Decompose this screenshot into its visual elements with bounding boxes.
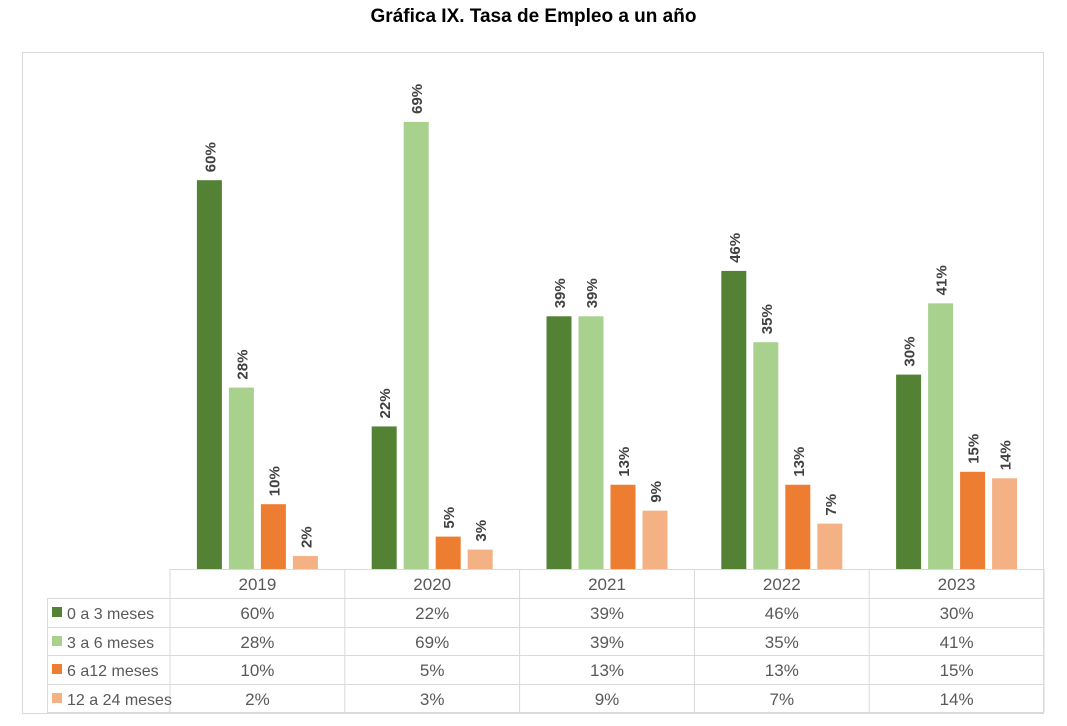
data-label: 39% (584, 278, 601, 308)
table-cell: 14% (940, 690, 974, 709)
data-label: 13% (616, 447, 633, 477)
chart-frame (22, 52, 1044, 714)
legend-label: 6 a12 meses (67, 663, 159, 680)
legend-label: 0 a 3 meses (67, 606, 154, 623)
bar-2020-2 (403, 121, 429, 569)
tick-label: 2019 (238, 575, 276, 594)
table-cell: 35% (765, 633, 799, 652)
bar-2023-3 (960, 471, 986, 569)
legend-swatch (52, 636, 62, 646)
table-cell: 13% (590, 661, 624, 680)
data-label: 22% (377, 388, 394, 418)
table-cell: 7% (770, 690, 795, 709)
bar-2019-3 (260, 504, 286, 569)
legend-swatch (52, 693, 62, 703)
data-label: 28% (234, 350, 251, 380)
bar-2021-2 (578, 316, 604, 569)
data-label: 60% (202, 142, 219, 172)
bar-2023-2 (928, 303, 954, 569)
table-cell: 28% (240, 633, 274, 652)
tick-label: 2023 (938, 575, 976, 594)
tick-label: 2020 (413, 575, 451, 594)
data-label: 41% (934, 265, 951, 295)
data-label: 35% (759, 304, 776, 334)
bar-2021-3 (610, 484, 636, 569)
data-label: 9% (648, 481, 665, 503)
data-label: 7% (823, 494, 840, 516)
data-label: 15% (966, 434, 983, 464)
legend-swatch (52, 607, 62, 617)
legend-label: 3 a 6 meses (67, 635, 154, 652)
bar-2022-1 (721, 270, 747, 569)
bar-2020-1 (371, 426, 397, 569)
data-label: 46% (727, 233, 744, 263)
table-cell: 60% (240, 604, 274, 623)
data-label: 2% (298, 526, 315, 548)
data-label: 30% (902, 337, 919, 367)
data-label: 13% (791, 447, 808, 477)
bar-2021-4 (642, 510, 668, 569)
bar-2023-4 (992, 478, 1018, 569)
table-cell: 13% (765, 661, 799, 680)
table-cell: 39% (590, 633, 624, 652)
tick-label: 2021 (588, 575, 626, 594)
table-cell: 2% (245, 690, 270, 709)
data-label: 10% (266, 466, 283, 496)
bar-2022-3 (785, 484, 811, 569)
table-cell: 5% (420, 661, 445, 680)
data-label: 14% (998, 440, 1015, 470)
data-label: 3% (473, 520, 490, 542)
bar-2019-1 (196, 180, 222, 569)
bar-2020-4 (467, 549, 493, 569)
bar-2022-2 (753, 342, 779, 569)
bar-2023-1 (896, 374, 922, 569)
bar-2022-4 (817, 523, 843, 569)
table-cell: 69% (415, 633, 449, 652)
bar-2020-3 (435, 536, 461, 569)
bar-2021-1 (546, 316, 572, 569)
chart-title: Gráfica IX. Tasa de Empleo a un año (370, 6, 697, 27)
legend-label: 12 a 24 meses (67, 692, 172, 709)
table-cell: 46% (765, 604, 799, 623)
data-label: 5% (441, 507, 458, 529)
bar-2019-2 (228, 387, 254, 569)
tick-label: 2022 (763, 575, 801, 594)
table-cell: 15% (940, 661, 974, 680)
legend-swatch (52, 664, 62, 674)
table-cell: 39% (590, 604, 624, 623)
table-cell: 41% (940, 633, 974, 652)
bar-2019-4 (292, 556, 318, 569)
table-cell: 22% (415, 604, 449, 623)
table-cell: 3% (420, 690, 445, 709)
table-cell: 10% (240, 661, 274, 680)
data-label: 39% (552, 278, 569, 308)
table-cell: 30% (940, 604, 974, 623)
data-label: 69% (409, 84, 426, 114)
table-cell: 9% (595, 690, 620, 709)
